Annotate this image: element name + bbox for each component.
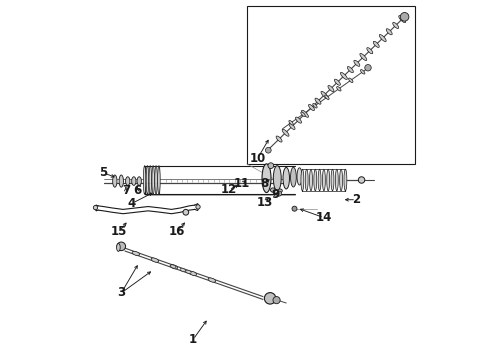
Circle shape (266, 147, 271, 153)
Ellipse shape (399, 15, 406, 23)
Ellipse shape (373, 41, 379, 48)
Ellipse shape (309, 104, 315, 111)
Ellipse shape (325, 95, 329, 99)
Circle shape (93, 206, 98, 210)
Ellipse shape (170, 265, 178, 269)
Circle shape (117, 242, 125, 251)
Ellipse shape (283, 167, 290, 189)
Text: 15: 15 (111, 225, 127, 238)
Ellipse shape (310, 169, 313, 191)
Ellipse shape (119, 175, 123, 187)
Circle shape (358, 177, 365, 183)
Ellipse shape (331, 169, 334, 191)
Text: 1: 1 (189, 333, 197, 346)
Ellipse shape (158, 166, 160, 194)
Ellipse shape (392, 22, 399, 28)
Ellipse shape (315, 98, 321, 104)
Ellipse shape (301, 169, 304, 191)
Text: 16: 16 (169, 225, 185, 238)
Circle shape (183, 210, 189, 215)
Ellipse shape (301, 112, 305, 117)
Ellipse shape (341, 72, 347, 80)
Ellipse shape (340, 169, 343, 191)
Ellipse shape (137, 177, 141, 185)
Ellipse shape (386, 29, 392, 35)
Ellipse shape (334, 79, 341, 85)
Text: 9: 9 (271, 188, 280, 201)
Text: 3: 3 (117, 287, 125, 300)
Ellipse shape (301, 110, 309, 117)
Ellipse shape (282, 129, 289, 136)
Text: 10: 10 (249, 152, 266, 165)
Ellipse shape (367, 48, 373, 54)
Text: 6: 6 (133, 184, 142, 197)
Ellipse shape (149, 166, 151, 194)
Circle shape (400, 13, 409, 21)
Ellipse shape (273, 166, 281, 191)
Text: 14: 14 (316, 211, 332, 224)
Ellipse shape (113, 175, 117, 187)
Ellipse shape (146, 166, 148, 194)
Text: 8: 8 (261, 177, 269, 190)
Text: 2: 2 (352, 193, 360, 206)
Ellipse shape (155, 166, 157, 194)
Ellipse shape (328, 86, 334, 91)
Ellipse shape (344, 169, 347, 191)
Ellipse shape (327, 169, 330, 191)
Circle shape (292, 206, 297, 211)
Circle shape (196, 205, 200, 209)
Text: 13: 13 (257, 196, 273, 209)
Text: 7: 7 (122, 184, 130, 197)
Ellipse shape (360, 54, 367, 60)
Text: 11: 11 (233, 177, 249, 190)
Ellipse shape (262, 164, 271, 193)
Circle shape (265, 293, 276, 304)
Ellipse shape (132, 251, 140, 256)
Ellipse shape (361, 69, 365, 74)
Ellipse shape (295, 117, 301, 123)
Ellipse shape (151, 258, 159, 262)
Ellipse shape (276, 136, 282, 142)
Circle shape (273, 297, 280, 304)
Ellipse shape (278, 189, 282, 193)
Ellipse shape (289, 121, 294, 125)
Ellipse shape (171, 265, 176, 268)
Ellipse shape (379, 35, 386, 42)
Ellipse shape (322, 169, 325, 191)
Circle shape (365, 64, 371, 71)
Ellipse shape (297, 168, 302, 185)
Ellipse shape (305, 169, 308, 191)
Circle shape (268, 163, 274, 168)
Ellipse shape (180, 268, 186, 271)
Ellipse shape (144, 166, 146, 194)
Ellipse shape (289, 123, 295, 130)
Ellipse shape (189, 271, 196, 275)
Ellipse shape (354, 60, 360, 66)
Ellipse shape (208, 278, 216, 282)
Ellipse shape (335, 169, 338, 191)
Text: 12: 12 (220, 183, 237, 196)
Ellipse shape (270, 188, 275, 192)
Ellipse shape (117, 243, 120, 251)
Ellipse shape (313, 104, 317, 108)
Ellipse shape (321, 91, 328, 98)
Ellipse shape (125, 177, 130, 185)
Ellipse shape (152, 166, 154, 194)
Ellipse shape (347, 67, 353, 73)
Circle shape (276, 191, 282, 196)
Text: 5: 5 (99, 166, 107, 179)
Ellipse shape (318, 169, 321, 191)
Ellipse shape (337, 86, 341, 91)
Ellipse shape (291, 167, 296, 187)
Text: 4: 4 (128, 197, 136, 210)
Ellipse shape (314, 169, 317, 191)
Ellipse shape (348, 78, 353, 82)
Ellipse shape (186, 270, 191, 274)
Ellipse shape (132, 177, 136, 185)
